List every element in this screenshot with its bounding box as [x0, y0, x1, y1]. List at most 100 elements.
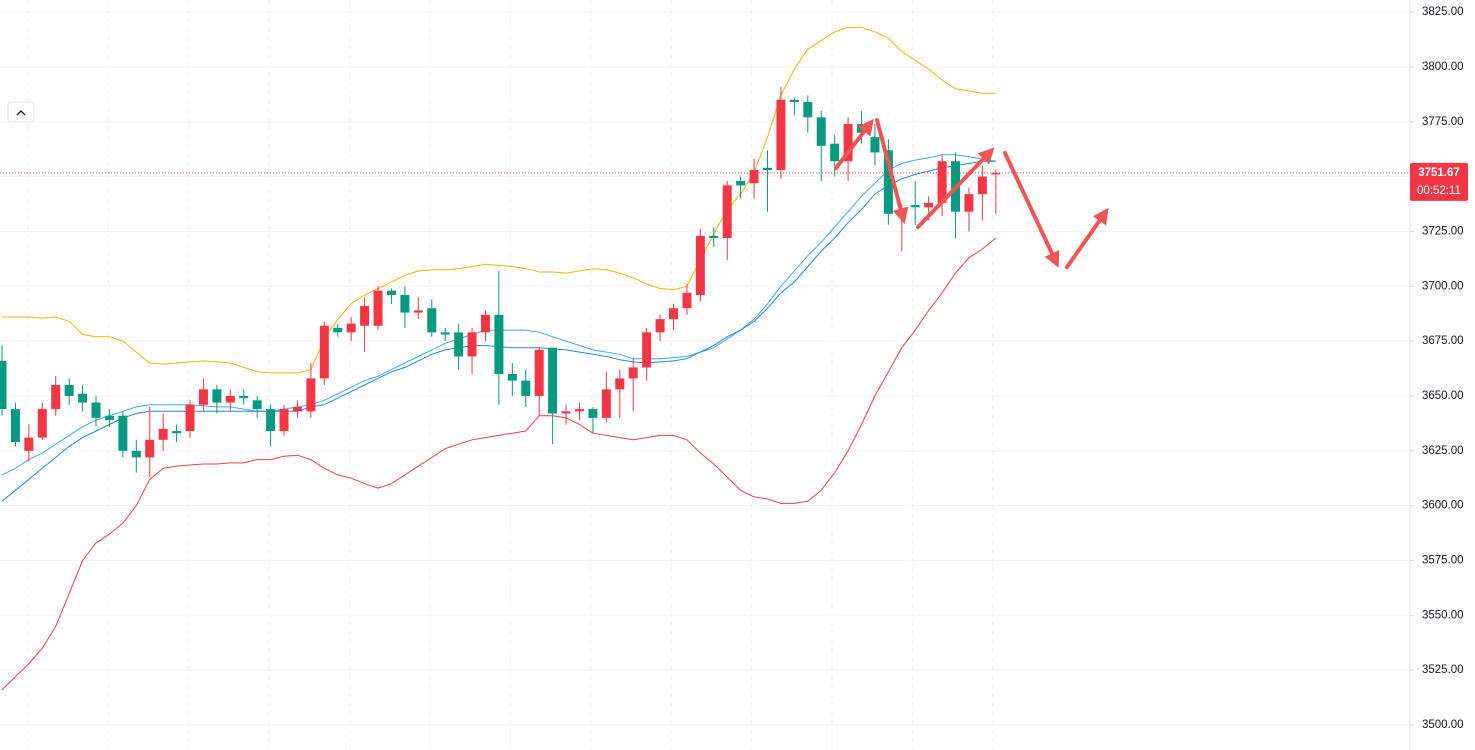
- y-tick-label: 3775.00: [1422, 116, 1464, 128]
- candle-body: [722, 185, 732, 239]
- y-tick-label: 3700.00: [1422, 280, 1464, 292]
- candles: [0, 86, 1001, 478]
- candle-body: [467, 332, 477, 357]
- candle-body: [548, 347, 558, 414]
- candle-body: [198, 389, 208, 405]
- y-tick-label: 3525.00: [1422, 664, 1464, 676]
- indicator-line: [1, 237, 997, 691]
- candle-body: [534, 349, 544, 396]
- candle-body: [964, 194, 974, 212]
- annotation-arrows: [834, 118, 1109, 269]
- candle-body: [252, 400, 262, 410]
- y-tick-label: 3725.00: [1422, 225, 1464, 237]
- y-tick-label: 3500.00: [1422, 719, 1464, 731]
- candle-body: [669, 308, 678, 320]
- candle-body: [266, 409, 276, 432]
- y-tick-label: 3550.00: [1422, 609, 1464, 621]
- candle-body: [655, 319, 665, 333]
- candle-body: [789, 99, 799, 103]
- candle-body: [883, 150, 893, 214]
- candle-body: [494, 314, 504, 375]
- candle-body: [413, 310, 423, 313]
- candle-body: [333, 327, 343, 333]
- price-label: 3751.67: [1418, 167, 1460, 179]
- price-axis: 3500.00 3525.00 3550.00 3575.00 3600.00 3625.…: [1410, 6, 1464, 731]
- candle-body: [736, 180, 746, 186]
- candle-body: [225, 395, 235, 403]
- candle-body: [400, 295, 410, 313]
- candle-body: [910, 205, 920, 208]
- candle-body: [279, 409, 289, 432]
- candle-body: [776, 99, 786, 171]
- collapse-button[interactable]: [7, 101, 35, 123]
- candle-body: [561, 411, 571, 414]
- candle-body: [682, 292, 692, 309]
- candle-body: [37, 409, 47, 438]
- candle-body: [601, 389, 611, 418]
- candle-body: [454, 332, 464, 357]
- candle-body: [480, 314, 490, 333]
- candle-body: [816, 117, 826, 146]
- candle-body: [507, 374, 517, 381]
- candle-body: [24, 437, 34, 451]
- candle-body: [427, 308, 437, 333]
- candle-body: [51, 384, 61, 410]
- arrow: [1003, 151, 1060, 268]
- candle-body: [131, 450, 141, 458]
- candle-body: [803, 102, 813, 118]
- y-tick-label: 3825.00: [1422, 6, 1464, 18]
- candle-body: [373, 290, 383, 326]
- arrow: [916, 147, 995, 229]
- candle-body: [158, 428, 168, 440]
- candle-body: [695, 235, 705, 296]
- candle-body: [763, 167, 773, 171]
- price-label-box: [1410, 162, 1468, 201]
- candle-body: [574, 409, 584, 412]
- candle-body: [10, 409, 20, 443]
- candle-body: [0, 360, 7, 410]
- candle-body: [172, 431, 182, 434]
- candle-body: [521, 380, 531, 396]
- candle-body: [306, 378, 316, 412]
- candle-body: [64, 384, 74, 396]
- candle-body: [212, 389, 222, 403]
- candle-body: [991, 172, 1001, 175]
- last-price: 3751.67 00:52:11: [0, 162, 1468, 201]
- candle-body: [386, 290, 396, 296]
- y-tick-label: 3625.00: [1422, 445, 1464, 457]
- candle-body: [977, 176, 987, 195]
- candle-body: [185, 404, 195, 432]
- candle-body: [346, 323, 356, 333]
- arrow: [834, 118, 874, 170]
- y-tick-label: 3675.00: [1422, 335, 1464, 347]
- y-tick-label: 3800.00: [1422, 61, 1464, 73]
- y-tick-label: 3575.00: [1422, 555, 1464, 567]
- candle-body: [239, 395, 249, 399]
- candle-body: [292, 406, 302, 412]
- candle-body: [642, 332, 652, 368]
- chevron-icon[interactable]: [16, 110, 26, 116]
- y-tick-label: 3600.00: [1422, 500, 1464, 512]
- candle-body: [628, 367, 638, 379]
- candle-body: [91, 402, 101, 418]
- candle-body: [709, 235, 719, 239]
- candle-body: [145, 439, 155, 458]
- candle-body: [749, 170, 759, 184]
- arrow: [1065, 207, 1109, 269]
- grid: [0, 0, 1410, 750]
- button-frame[interactable]: [7, 101, 35, 123]
- candle-body: [104, 415, 114, 421]
- candle-body: [870, 137, 880, 153]
- candle-body: [440, 332, 450, 335]
- candle-body: [615, 378, 625, 390]
- candle-body: [319, 325, 329, 379]
- candle-body: [78, 393, 88, 403]
- y-tick-label: 3650.00: [1422, 390, 1464, 402]
- candle-body: [924, 202, 934, 208]
- candle-body: [588, 409, 598, 418]
- arrow: [875, 118, 909, 225]
- candle-body: [118, 415, 128, 451]
- candle-body: [937, 161, 947, 203]
